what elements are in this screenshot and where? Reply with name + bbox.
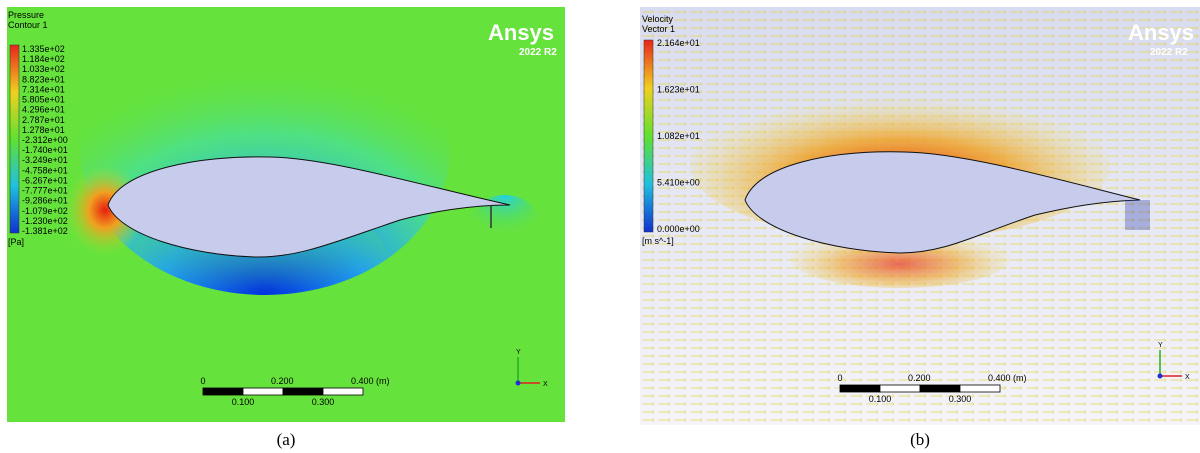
scale-bar-label: 0.200	[908, 373, 931, 383]
scale-bar-segment	[323, 388, 363, 395]
colorbar-label: 1.278e+01	[22, 125, 65, 135]
colorbar-label: -7.777e+01	[22, 186, 68, 196]
caption: (b)	[910, 430, 930, 449]
colorbar-label: 1.082e+01	[657, 131, 700, 141]
colorbar-label: 0.000e+00	[657, 224, 700, 234]
scale-bar-label: 0	[837, 373, 842, 383]
colorbar-label: 2.164e+01	[657, 38, 700, 48]
colorbar-label: 7.314e+01	[22, 84, 65, 94]
scale-bar-label: 0.400 (m)	[351, 376, 390, 386]
colorbar-label: -3.249e+01	[22, 155, 68, 165]
legend-unit: [Pa]	[8, 237, 24, 247]
colorbar-label: -1.079e+02	[22, 206, 68, 216]
scale-bar-label: 0	[200, 376, 205, 386]
colorbar-label: 1.335e+02	[22, 44, 65, 54]
axis-label: Y	[516, 349, 521, 356]
scale-bar-label: 0.300	[312, 397, 335, 407]
colorbar-label: 1.033e+02	[22, 64, 65, 74]
colorbar-label: 4.296e+01	[22, 105, 65, 115]
colorbar-label: 8.823e+01	[22, 74, 65, 84]
colorbar-label: -4.758e+01	[22, 165, 68, 175]
colorbar-label: -1.381e+02	[22, 226, 68, 236]
colorbar-label: -9.286e+01	[22, 196, 68, 206]
legend-title: Velocity	[642, 14, 674, 24]
scale-bar-segment	[203, 388, 243, 395]
colorbar-label: 1.623e+01	[657, 85, 700, 95]
colorbar-label: 5.805e+01	[22, 95, 65, 105]
brand-version: 2022 R2	[1150, 47, 1188, 58]
colorbar-label: -1.230e+02	[22, 216, 68, 226]
scale-bar-label: 0.300	[949, 394, 972, 404]
axis-triad-origin	[516, 381, 521, 386]
axis-label: Y	[1158, 342, 1163, 349]
figure: Pressure Contour 1 [Pa] Ansys 2022 R2 (a…	[0, 0, 1200, 453]
axis-label: X	[1185, 374, 1190, 381]
brand-version: 2022 R2	[519, 47, 557, 58]
legend-title: Vector 1	[642, 24, 675, 34]
colorbar-label: -6.267e+01	[22, 175, 68, 185]
scale-bar-label: 0.100	[232, 397, 255, 407]
colorbar-label: 1.184e+02	[22, 54, 65, 64]
brand-name: Ansys	[488, 20, 554, 45]
scale-bar-segment	[960, 385, 1000, 392]
legend-title: Pressure	[8, 10, 44, 20]
axis-triad-origin	[1158, 374, 1163, 379]
scale-bar-segment	[283, 388, 323, 395]
scale-bar-label: 0.200	[271, 376, 294, 386]
legend-unit: [m s^-1]	[642, 236, 674, 246]
axis-label: X	[543, 381, 548, 388]
scale-bar-segment	[920, 385, 960, 392]
scale-bar-segment	[880, 385, 920, 392]
scale-bar-segment	[243, 388, 283, 395]
colorbar-label: -1.740e+01	[22, 145, 68, 155]
scale-bar-label: 0.400 (m)	[988, 373, 1027, 383]
colorbar-label: 2.787e+01	[22, 115, 65, 125]
brand-name: Ansys	[1128, 20, 1194, 45]
caption: (a)	[277, 430, 296, 449]
colorbar	[644, 40, 653, 232]
colorbar-label: 5.410e+00	[657, 178, 700, 188]
wake-vectors	[1125, 200, 1150, 230]
legend-title: Contour 1	[8, 20, 48, 30]
scale-bar-segment	[840, 385, 880, 392]
scale-bar-label: 0.100	[869, 394, 892, 404]
colorbar	[10, 45, 19, 233]
colorbar-label: -2.312e+00	[22, 135, 68, 145]
